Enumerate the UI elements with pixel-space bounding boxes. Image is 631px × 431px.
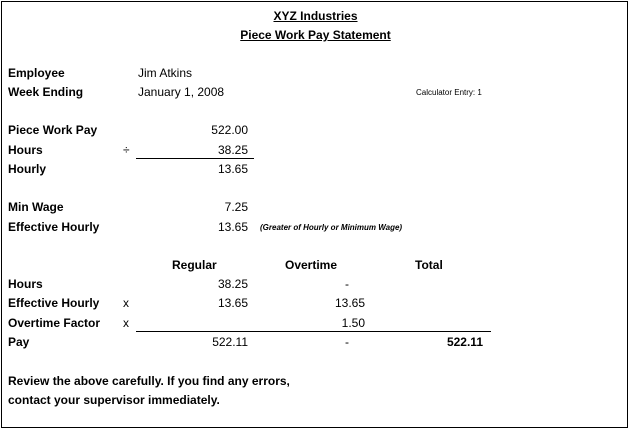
multiply-underline: [136, 331, 491, 332]
footer-line-2: contact your supervisor immediately.: [8, 393, 220, 407]
employee-label: Employee: [8, 66, 65, 80]
effective-hourly-value: 13.65: [217, 220, 248, 234]
company-name: XYZ Industries: [273, 9, 358, 23]
calculator-entry: Calculator Entry: 1: [416, 88, 482, 97]
employee-value: Jim Atkins: [138, 66, 193, 80]
row-label: Hours: [8, 277, 43, 291]
week-ending-value: January 1, 2008: [138, 85, 225, 99]
hourly-value: 13.65: [217, 162, 248, 176]
row-label: Effective Hourly: [8, 296, 100, 310]
cell-overtime: 1.50: [341, 316, 365, 330]
multiply-symbol: x: [123, 296, 129, 310]
cell-regular: 38.25: [217, 277, 248, 291]
footer-line-1: Review the above carefully. If you find …: [8, 374, 290, 388]
cell-overtime: -: [345, 277, 349, 291]
piece-pay-value: 522.00: [211, 123, 248, 137]
piece-pay-label: Piece Work Pay: [8, 123, 98, 137]
min-wage-label: Min Wage: [8, 200, 64, 214]
cell-overtime: -: [345, 335, 349, 349]
row-label: Pay: [8, 335, 30, 349]
multiply-symbol: x: [123, 316, 129, 330]
min-wage-value: 7.25: [224, 200, 248, 214]
divide-underline: [136, 158, 254, 159]
effective-hourly-note: (Greater of Hourly or Minimum Wage): [260, 223, 403, 232]
cell-regular: 13.65: [217, 296, 248, 310]
cell-total: 522.11: [446, 335, 483, 349]
statement-title: Piece Work Pay Statement: [240, 28, 391, 42]
week-ending-label: Week Ending: [8, 85, 84, 99]
cell-regular: 522.11: [212, 335, 248, 349]
divide-symbol: ÷: [123, 143, 130, 157]
col-header-regular: Regular: [172, 258, 217, 272]
hourly-label: Hourly: [8, 162, 47, 176]
hours-value: 38.25: [217, 143, 248, 157]
row-label: Overtime Factor: [8, 316, 101, 330]
col-header-overtime: Overtime: [285, 258, 338, 272]
effective-hourly-label: Effective Hourly: [8, 220, 100, 234]
hours-label: Hours: [8, 143, 43, 157]
col-header-total: Total: [415, 258, 443, 272]
cell-overtime: 13.65: [334, 296, 365, 310]
